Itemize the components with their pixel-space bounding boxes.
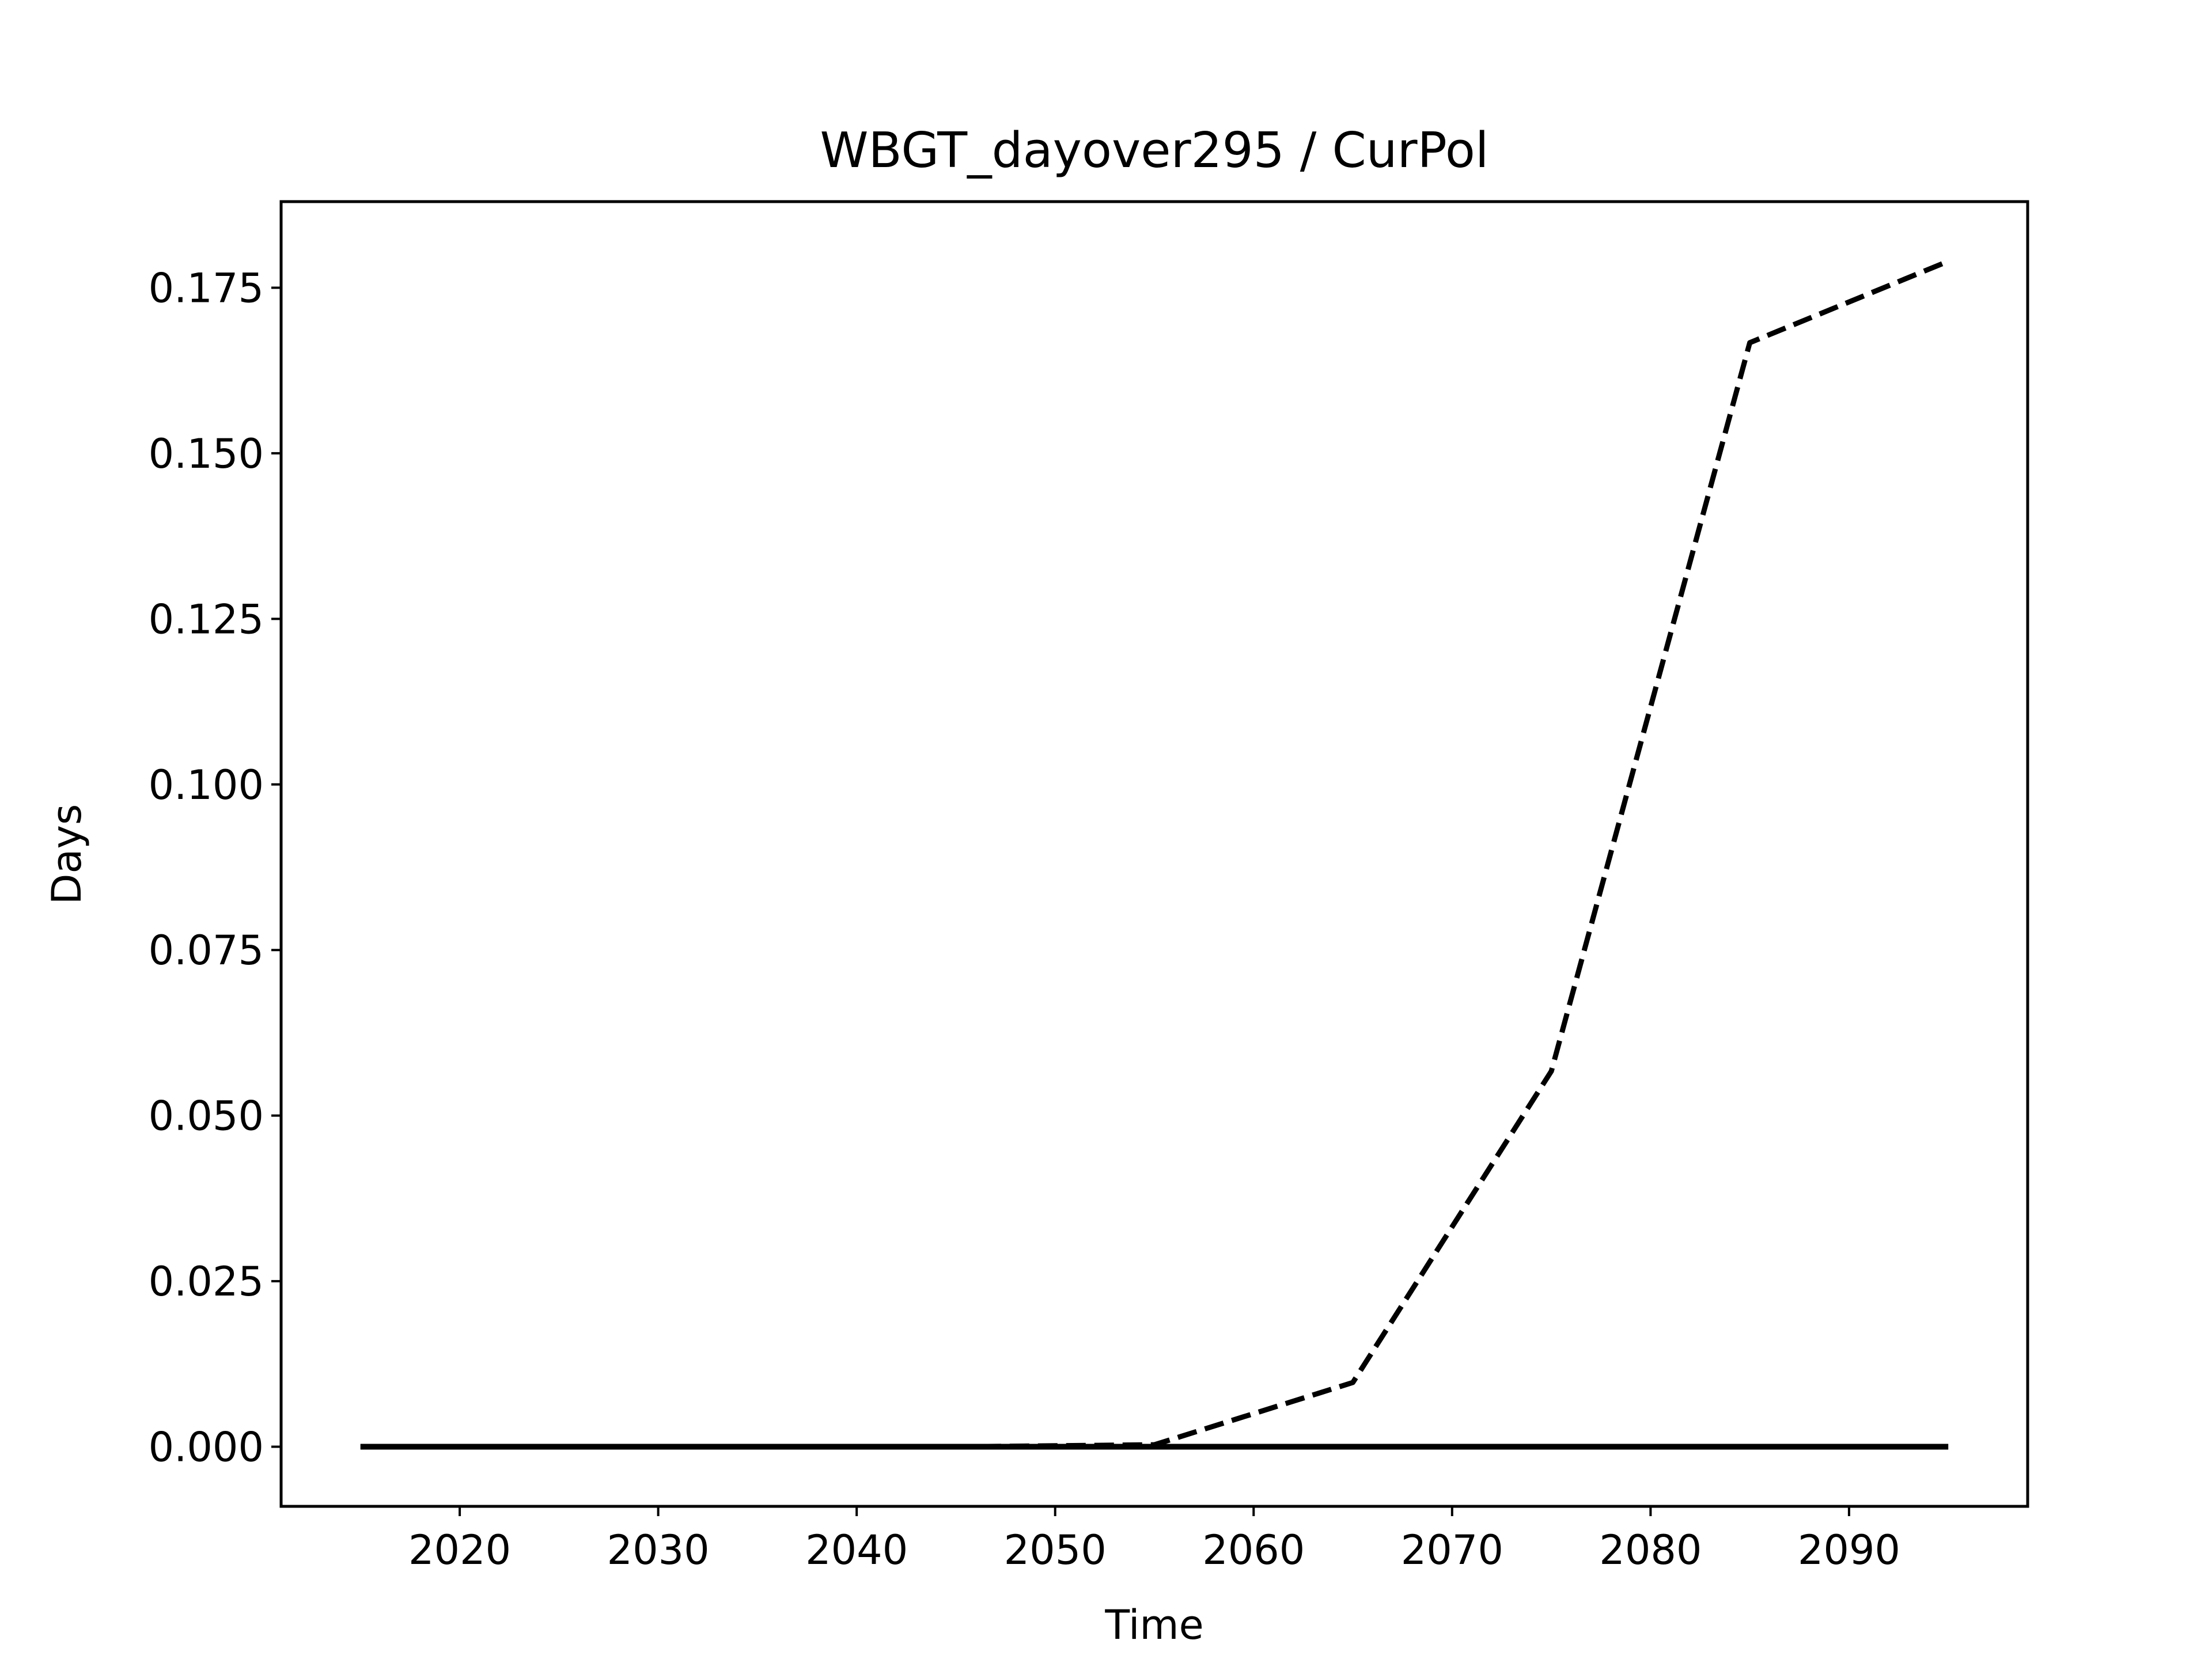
y-tick-label: 0.125 xyxy=(149,596,264,643)
y-axis: 0.000 0.025 0.050 0.075 0.100 0.125 0.150 0.175 xyxy=(149,264,281,1471)
x-tick-label: 2090 xyxy=(1798,1527,1900,1574)
chart-title: WBGT_dayover295 / CurPol xyxy=(820,122,1489,179)
y-tick-label: 0.175 xyxy=(149,264,264,312)
x-tick-label: 2020 xyxy=(408,1527,511,1574)
x-tick-label: 2060 xyxy=(1202,1527,1305,1574)
x-axis: 2020 2030 2040 2050 2060 2070 2080 2090 xyxy=(408,1506,1900,1574)
y-tick-label: 0.100 xyxy=(149,762,264,809)
x-tick-label: 2030 xyxy=(607,1527,710,1574)
x-tick-label: 2040 xyxy=(805,1527,908,1574)
plot-frame xyxy=(279,200,2029,1508)
series-layer xyxy=(360,259,1949,1450)
y-tick-label: 0.075 xyxy=(149,927,264,974)
x-tick-label: 2070 xyxy=(1401,1527,1503,1574)
x-axis-label: Time xyxy=(1104,1601,1203,1649)
y-tick-label: 0.150 xyxy=(149,430,264,478)
y-axis-label: Days xyxy=(43,804,90,905)
y-tick-label: 0.050 xyxy=(149,1093,264,1140)
x-tick-label: 2080 xyxy=(1599,1527,1702,1574)
x-tick-label: 2050 xyxy=(1004,1527,1107,1574)
y-tick-label: 0.025 xyxy=(149,1258,264,1305)
y-tick-label: 0.000 xyxy=(149,1424,264,1471)
